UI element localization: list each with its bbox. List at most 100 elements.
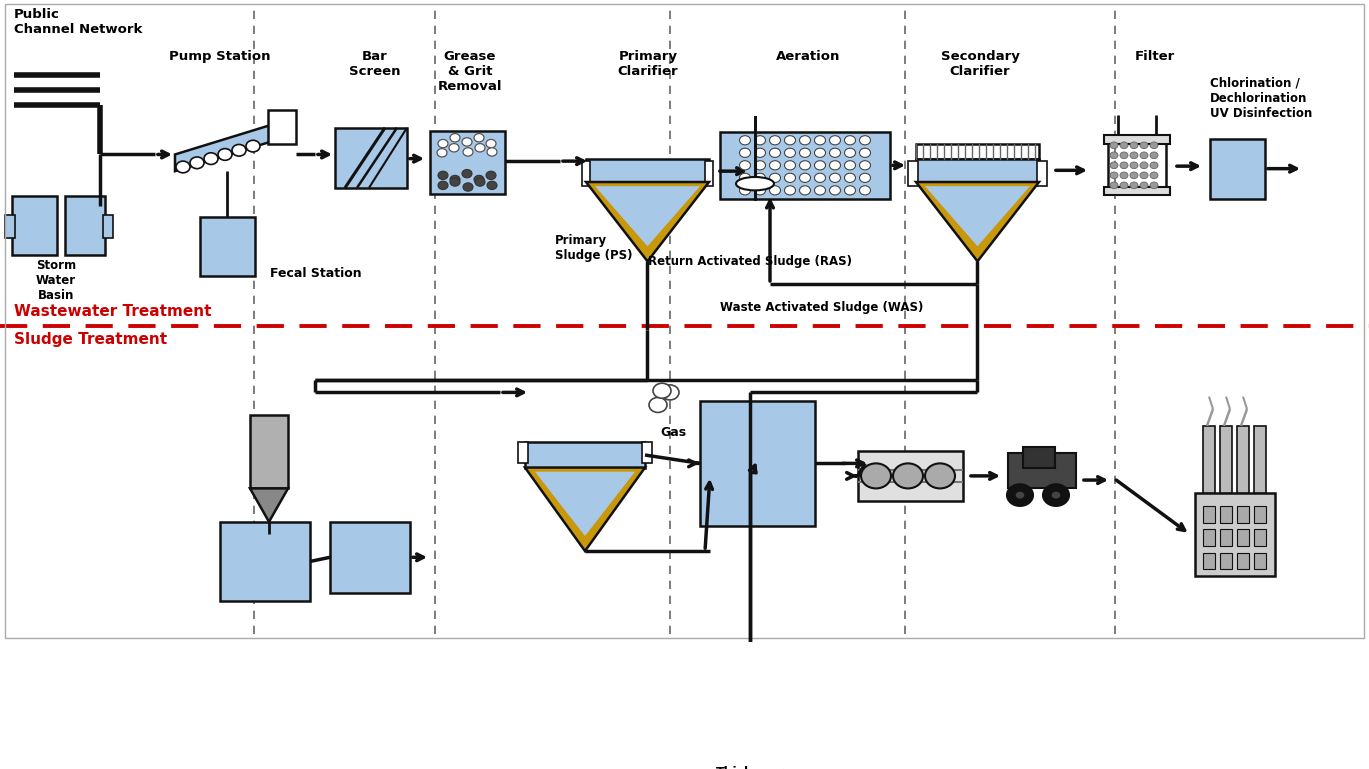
Circle shape xyxy=(449,144,459,152)
Bar xyxy=(517,442,528,464)
Bar xyxy=(1220,506,1232,523)
Circle shape xyxy=(860,173,871,182)
Bar xyxy=(705,161,713,186)
Circle shape xyxy=(830,173,841,182)
Circle shape xyxy=(450,134,460,142)
Bar xyxy=(1008,454,1076,488)
Circle shape xyxy=(799,173,810,182)
Bar xyxy=(1238,529,1249,546)
Bar xyxy=(12,196,57,255)
Circle shape xyxy=(1120,162,1128,168)
Circle shape xyxy=(815,186,826,195)
Circle shape xyxy=(190,157,204,168)
Bar xyxy=(251,415,287,488)
Circle shape xyxy=(1150,142,1158,148)
Bar xyxy=(582,161,590,186)
Circle shape xyxy=(461,138,472,146)
Bar xyxy=(586,158,709,182)
Circle shape xyxy=(845,161,856,170)
Circle shape xyxy=(1120,182,1128,188)
Circle shape xyxy=(475,178,485,186)
Circle shape xyxy=(739,161,750,170)
Bar xyxy=(524,442,645,468)
Circle shape xyxy=(1043,484,1069,506)
Text: Filter: Filter xyxy=(1135,50,1175,63)
Circle shape xyxy=(450,175,460,184)
Circle shape xyxy=(815,135,826,145)
Circle shape xyxy=(769,173,780,182)
Circle shape xyxy=(487,181,497,189)
Circle shape xyxy=(739,186,750,195)
Text: Secondary
Clarifier: Secondary Clarifier xyxy=(941,50,1020,78)
Bar xyxy=(1220,553,1232,569)
Circle shape xyxy=(815,148,826,158)
Circle shape xyxy=(1140,142,1149,148)
Circle shape xyxy=(799,186,810,195)
Polygon shape xyxy=(535,471,635,536)
Circle shape xyxy=(860,186,871,195)
Circle shape xyxy=(218,148,231,160)
Bar xyxy=(1103,135,1170,144)
Circle shape xyxy=(204,153,218,165)
Text: Thickener: Thickener xyxy=(716,766,784,769)
Text: Primary
Sludge (PS): Primary Sludge (PS) xyxy=(554,234,632,261)
Bar xyxy=(64,196,105,255)
Circle shape xyxy=(1110,142,1118,148)
Text: Wastewater Treatment: Wastewater Treatment xyxy=(14,304,211,319)
Bar xyxy=(1254,426,1266,493)
Polygon shape xyxy=(524,468,645,551)
Circle shape xyxy=(754,135,765,145)
Circle shape xyxy=(799,135,810,145)
Circle shape xyxy=(754,173,765,182)
Bar xyxy=(1238,506,1249,523)
Circle shape xyxy=(769,148,780,158)
Circle shape xyxy=(1110,172,1118,178)
Bar xyxy=(1220,426,1232,493)
Circle shape xyxy=(799,148,810,158)
Circle shape xyxy=(461,169,472,178)
Polygon shape xyxy=(586,182,709,261)
Bar xyxy=(1203,506,1216,523)
Bar xyxy=(1254,529,1266,546)
Bar xyxy=(1238,426,1249,493)
Circle shape xyxy=(450,178,460,186)
Text: Bar
Screen: Bar Screen xyxy=(349,50,401,78)
Circle shape xyxy=(1110,182,1118,188)
Bar xyxy=(1203,529,1216,546)
Circle shape xyxy=(845,148,856,158)
Bar xyxy=(1220,529,1232,546)
Circle shape xyxy=(1120,142,1128,148)
Circle shape xyxy=(830,186,841,195)
Bar xyxy=(1210,138,1265,198)
Circle shape xyxy=(739,135,750,145)
Circle shape xyxy=(830,148,841,158)
Circle shape xyxy=(754,186,765,195)
Circle shape xyxy=(1140,172,1149,178)
Circle shape xyxy=(815,161,826,170)
Bar xyxy=(330,522,409,593)
Bar xyxy=(858,451,962,501)
Text: Aeration: Aeration xyxy=(776,50,841,63)
Circle shape xyxy=(925,464,956,488)
Circle shape xyxy=(1150,162,1158,168)
Circle shape xyxy=(487,148,497,156)
Bar xyxy=(695,655,804,676)
Circle shape xyxy=(845,135,856,145)
Text: Public
Channel Network: Public Channel Network xyxy=(14,8,142,36)
Circle shape xyxy=(1110,152,1118,158)
Circle shape xyxy=(830,135,841,145)
Polygon shape xyxy=(175,125,270,171)
Circle shape xyxy=(845,173,856,182)
Bar xyxy=(5,215,15,238)
Text: Chlorination /
Dechlorination
UV Disinfection: Chlorination / Dechlorination UV Disinfe… xyxy=(1210,77,1313,120)
Bar xyxy=(1103,187,1170,195)
Bar xyxy=(1036,161,1047,186)
Text: Grease
& Grit
Removal: Grease & Grit Removal xyxy=(438,50,502,93)
Polygon shape xyxy=(695,676,804,756)
Circle shape xyxy=(1140,162,1149,168)
Bar xyxy=(103,215,114,238)
Circle shape xyxy=(438,171,448,179)
Circle shape xyxy=(1150,152,1158,158)
Circle shape xyxy=(1150,172,1158,178)
Bar xyxy=(335,128,407,188)
